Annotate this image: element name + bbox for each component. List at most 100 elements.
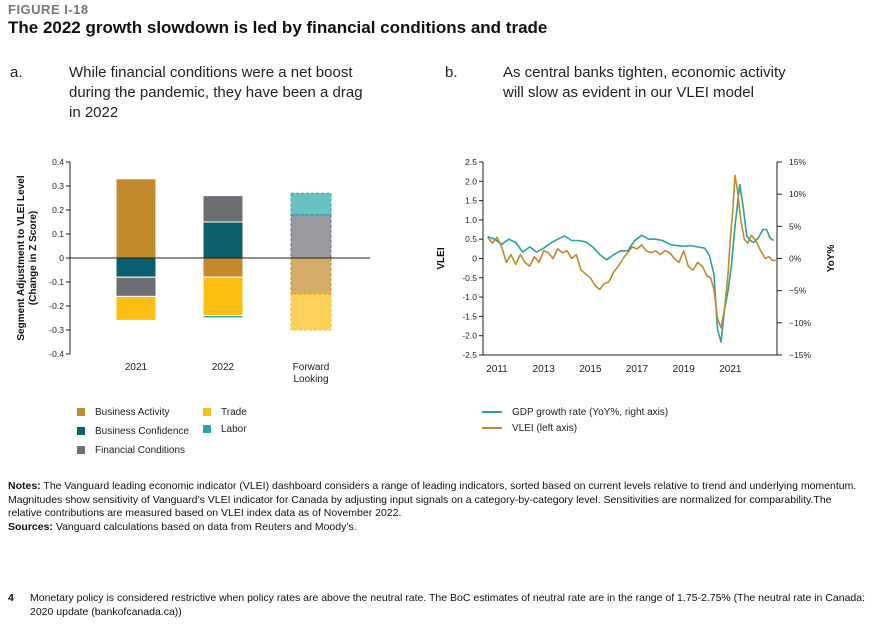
right-tick-label: 0% <box>789 254 802 264</box>
x-tick-label: 2019 <box>673 364 696 375</box>
footnote: 4 Monetary policy is considered restrict… <box>8 592 868 619</box>
panel-a-title-line: during the pandemic, they have been a dr… <box>69 84 363 101</box>
legend-label: Business Activity <box>95 406 170 418</box>
left-tick-label: 0.5 <box>465 234 477 244</box>
notes-text: The Vanguard leading economic indicator … <box>8 480 857 519</box>
right-axis-title: YoY% <box>826 245 837 273</box>
legend-swatch <box>77 427 85 435</box>
left-tick-label: 2.5 <box>465 157 477 167</box>
panel-a-title-line: While financial conditions were a net bo… <box>69 64 353 81</box>
legend-item: Trade <box>203 403 247 421</box>
panel-a-letter: a. <box>10 64 23 81</box>
legend-label: Financial Conditions <box>95 444 186 456</box>
legend-item: VLEI (left axis) <box>482 419 577 437</box>
figure-title: The 2022 growth slowdown is led by finan… <box>8 18 548 37</box>
y-tick-label: -0.3 <box>49 325 64 335</box>
right-tick-label: −10% <box>789 318 811 328</box>
legend-label: Trade <box>221 406 247 418</box>
footnote-text: Monetary policy is considered restrictiv… <box>30 592 866 618</box>
x-tick-label: Forward <box>293 362 330 373</box>
bar-segment <box>115 178 157 259</box>
right-tick-label: 5% <box>789 221 802 231</box>
left-tick-label: -2.0 <box>462 331 477 341</box>
panel-b-title: As central banks tighten, economic activ… <box>503 63 863 103</box>
right-tick-label: 15% <box>789 157 806 167</box>
right-tick-label: 10% <box>789 189 806 199</box>
x-tick-label: 2021 <box>719 364 742 375</box>
legend-swatch <box>77 408 85 416</box>
y-tick-label: -0.4 <box>49 349 64 359</box>
gdp-series-line <box>487 183 774 343</box>
y-tick-label: 0.4 <box>52 157 64 167</box>
legend-swatch <box>203 408 211 416</box>
legend-swatch <box>203 425 211 433</box>
figure-label: FIGURE I-18 <box>8 2 89 17</box>
bar-segment <box>202 315 244 319</box>
panel-b-title-line: As central banks tighten, economic activ… <box>503 64 786 81</box>
legend-swatch <box>77 446 85 454</box>
legend-line-swatch <box>482 427 502 429</box>
bar-segment <box>202 195 244 223</box>
line-chart: 2.5 2.0 1.5 1.0 0.5 0 -0.5 -1.0 -1.5 -2.0 -2.5 15% 1… <box>436 157 837 375</box>
legend-label: Labor <box>221 423 247 435</box>
bar-segment <box>290 257 332 295</box>
legend-label: VLEI (left axis) <box>512 422 578 434</box>
legend-item: Labor <box>203 420 247 438</box>
panel-a-title-line: in 2022 <box>69 104 119 121</box>
legend-item: Business Activity <box>77 403 169 421</box>
panel-b-title-line: will slow as evident in our VLEI model <box>503 84 754 101</box>
panel-a-title: While financial conditions were a net bo… <box>69 63 429 123</box>
legend-label: GDP growth rate (YoY%, right axis) <box>512 406 669 418</box>
left-tick-label: -2.5 <box>462 350 477 360</box>
left-tick-label: -1.0 <box>462 292 477 302</box>
x-tick-label: 2017 <box>626 364 649 375</box>
y-tick-label: 0.1 <box>52 229 64 239</box>
x-tick-label: 2022 <box>212 362 235 373</box>
sources-paragraph: Sources: Vanguard calculations based on … <box>8 521 868 535</box>
legend-label: Business Confidence <box>95 425 189 437</box>
left-tick-label: 1.5 <box>465 196 477 206</box>
left-axis-title: VLEI <box>436 247 447 269</box>
x-tick-label: 2021 <box>125 362 148 373</box>
legend-line-swatch <box>482 411 502 413</box>
bar-segment <box>115 295 157 321</box>
y-tick-label: -0.2 <box>49 301 64 311</box>
sources-label: Sources: <box>8 520 53 533</box>
notes-label: Notes: <box>8 480 41 492</box>
left-tick-label: 1.0 <box>465 215 477 225</box>
bar-segment <box>290 293 332 331</box>
bar-segment <box>115 276 157 297</box>
legend-item: Business Confidence <box>77 422 189 440</box>
bar-segment <box>115 257 157 278</box>
footnote-number: 4 <box>8 592 14 604</box>
left-tick-label: 0 <box>472 254 477 264</box>
y-axis-title: Segment Adjustment to VLEI Level <box>16 175 27 340</box>
y-tick-label: 0.2 <box>52 205 64 215</box>
sources-text: Vanguard calculations based on data from… <box>52 520 357 533</box>
y-tick-label: 0.3 <box>52 181 64 191</box>
x-tick-label: 2015 <box>579 364 602 375</box>
bar-segment <box>202 221 244 259</box>
vlei-series-line <box>487 174 776 329</box>
y-axis-title: (Change in Z Score) <box>28 211 39 305</box>
notes: Notes: The Vanguard leading economic ind… <box>8 480 868 534</box>
left-tick-label: -0.5 <box>462 273 477 283</box>
bar-segment <box>290 192 332 216</box>
legend-item: GDP growth rate (YoY%, right axis) <box>482 403 668 421</box>
x-tick-label: 2011 <box>486 364 508 375</box>
legend-item: Financial Conditions <box>77 441 185 459</box>
bar-chart: 0.4 0.3 0.2 0.1 0 -0.1 -0.2 -0.3 -0.4 Segment Adj… <box>16 157 370 385</box>
panel-b-letter: b. <box>445 64 458 81</box>
y-tick-label: 0 <box>59 253 64 263</box>
right-tick-label: −15% <box>789 350 811 360</box>
x-tick-label: Looking <box>293 374 328 385</box>
line-legend: GDP growth rate (YoY%, right axis) VLEI … <box>482 403 782 443</box>
bar-segment <box>202 276 244 317</box>
right-tick-label: −5% <box>789 286 807 296</box>
bar-segment <box>202 257 244 278</box>
bar-legend: Business Activity Business Confidence Fi… <box>77 403 377 463</box>
y-tick-label: -0.1 <box>49 277 64 287</box>
x-tick-label: 2013 <box>533 364 556 375</box>
bar-segment <box>290 214 332 259</box>
left-tick-label: 2.0 <box>465 176 477 186</box>
